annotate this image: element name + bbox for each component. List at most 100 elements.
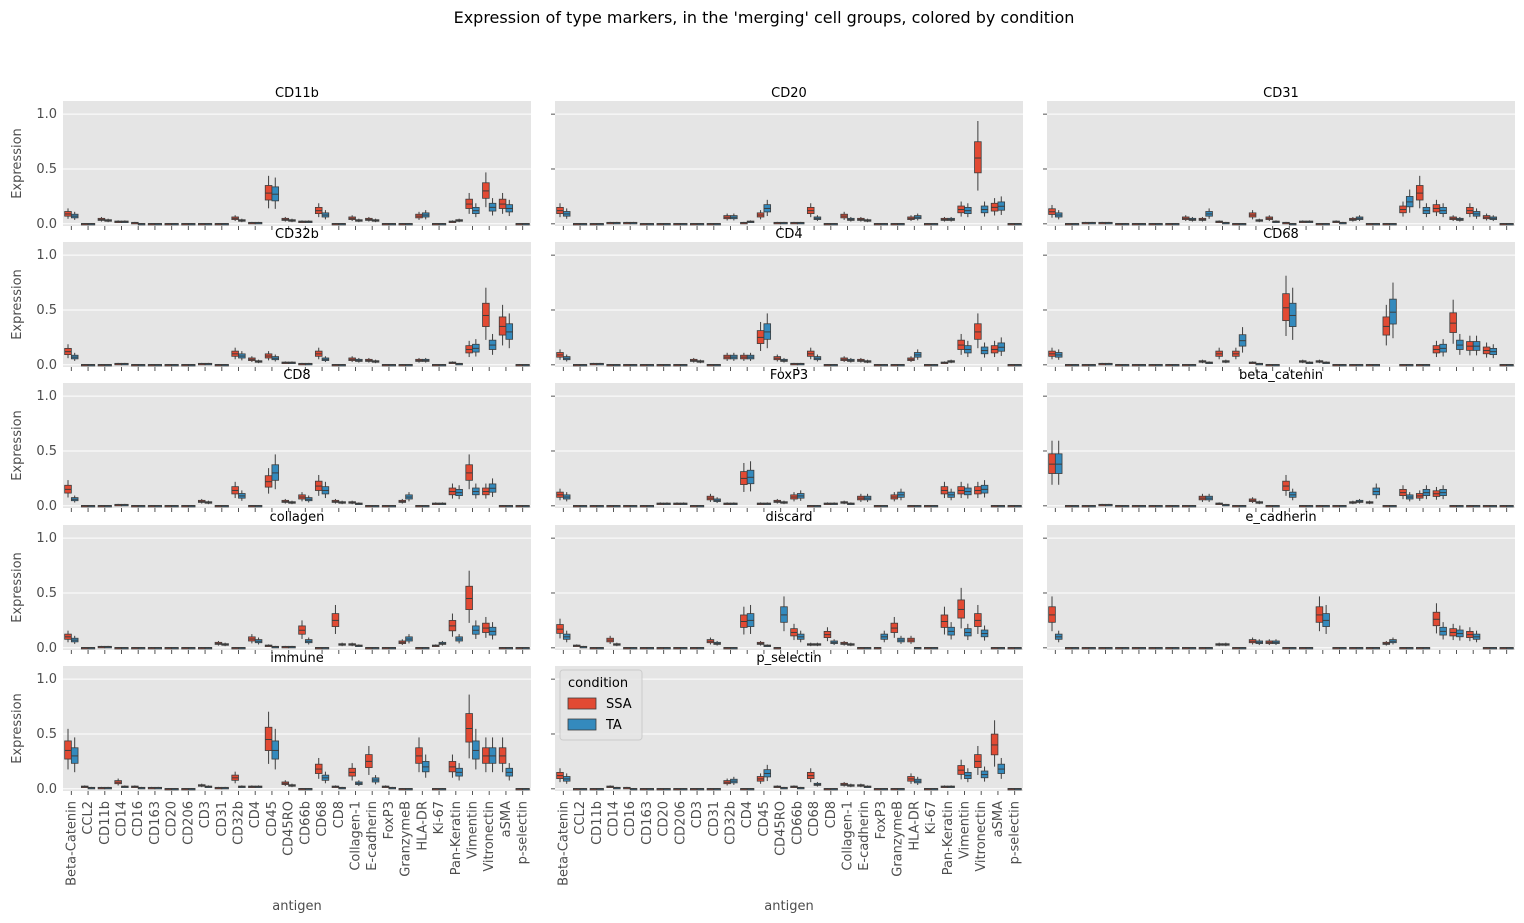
box-ssa	[181, 363, 189, 367]
box-ssa	[840, 500, 848, 505]
box-ta	[796, 221, 805, 225]
box-ta	[1014, 222, 1022, 226]
box-ssa	[1232, 504, 1240, 508]
box-ssa	[1215, 502, 1223, 505]
box-ta	[947, 216, 955, 222]
box-ssa	[974, 313, 982, 349]
box-ta	[1339, 363, 1347, 367]
box-ta	[930, 363, 939, 367]
box-ta	[1188, 363, 1197, 367]
box-ssa	[465, 340, 473, 358]
box-ssa	[873, 787, 882, 791]
x-tick-label: Vimentin	[466, 801, 481, 859]
box-ta	[1472, 630, 1481, 643]
box-ssa	[197, 222, 206, 226]
box-ssa	[181, 646, 189, 650]
box-ta	[254, 785, 263, 788]
box-ssa	[556, 349, 564, 360]
box-ta	[238, 351, 246, 361]
box-ta	[1489, 646, 1498, 650]
box-ta	[796, 630, 805, 643]
box-ta	[505, 504, 514, 508]
box-ta	[813, 642, 822, 647]
box-ta	[1405, 492, 1414, 502]
box-ssa	[790, 362, 798, 366]
y-tick-label: 0.0	[36, 782, 57, 797]
box-ssa	[131, 785, 139, 788]
box-ta	[613, 642, 621, 647]
box-ta	[171, 646, 179, 650]
box-ssa	[1165, 646, 1173, 650]
box-ssa	[1449, 215, 1457, 222]
box-ta	[980, 342, 989, 358]
box-ta	[204, 785, 213, 788]
box-ta	[488, 198, 497, 216]
box-ssa	[706, 637, 715, 645]
box-ssa	[940, 481, 949, 499]
box-ta	[663, 363, 671, 367]
box-ssa	[264, 711, 273, 764]
box-ta	[154, 786, 163, 790]
box-ta	[1322, 504, 1330, 508]
box-ta	[1405, 363, 1414, 367]
y-axis-label: Expression	[10, 410, 25, 481]
box-ssa	[1382, 640, 1391, 646]
x-tick-label: CD16	[131, 801, 146, 837]
box-ssa	[756, 773, 765, 784]
box-ta	[505, 763, 514, 781]
box-body	[264, 726, 273, 751]
box-ssa	[1098, 221, 1106, 225]
box-ssa	[1198, 216, 1207, 222]
box-ssa	[923, 363, 932, 367]
box-ta	[679, 502, 688, 505]
box-ssa	[1232, 347, 1240, 360]
box-ssa	[689, 504, 698, 508]
box-ta	[1372, 222, 1381, 226]
box-ta	[813, 781, 822, 787]
box-ssa	[80, 646, 89, 650]
box-ta	[338, 222, 346, 226]
box-ta	[679, 787, 688, 791]
box-ta	[1422, 646, 1431, 650]
box-ssa	[1181, 504, 1190, 508]
box-ta	[880, 363, 889, 367]
box-ssa	[381, 222, 390, 226]
box-ta	[421, 210, 430, 220]
box-ta	[1472, 208, 1481, 219]
box-ssa	[1048, 596, 1056, 632]
box-ssa	[639, 787, 648, 791]
box-ta	[1355, 363, 1364, 367]
panel-cd32b: 0.0 0.5 1.0 CD32b Expression	[10, 227, 531, 373]
box-ta	[104, 645, 112, 649]
box-ta	[880, 504, 889, 508]
box-ta	[679, 363, 688, 367]
box-ssa	[381, 363, 390, 367]
box-ta	[1222, 503, 1230, 507]
box-ssa	[1248, 497, 1257, 504]
box-ta	[1472, 335, 1481, 356]
box-ssa	[164, 504, 173, 508]
box-ssa	[398, 498, 407, 504]
box-ssa	[773, 646, 782, 650]
box-ssa	[415, 646, 423, 650]
box-ta	[405, 222, 413, 226]
box-ssa	[589, 787, 598, 791]
box-ssa	[515, 787, 524, 791]
x-tick-label: CD3	[198, 801, 213, 828]
box-ssa	[1332, 646, 1340, 650]
box-ssa	[515, 222, 524, 226]
box-ta	[304, 637, 313, 645]
box-ta	[1489, 344, 1498, 359]
box-ta	[405, 634, 413, 644]
box-ta	[562, 630, 571, 643]
box-ta	[1188, 504, 1197, 508]
box-ssa	[465, 570, 473, 623]
box-ta	[679, 646, 688, 650]
box-ssa	[498, 646, 507, 650]
x-tick-label: CD31	[707, 801, 722, 837]
box-ta	[254, 637, 263, 645]
box-ssa	[197, 646, 206, 650]
box-ta	[780, 596, 788, 632]
box-ta	[596, 646, 604, 650]
box-ssa	[923, 504, 932, 508]
